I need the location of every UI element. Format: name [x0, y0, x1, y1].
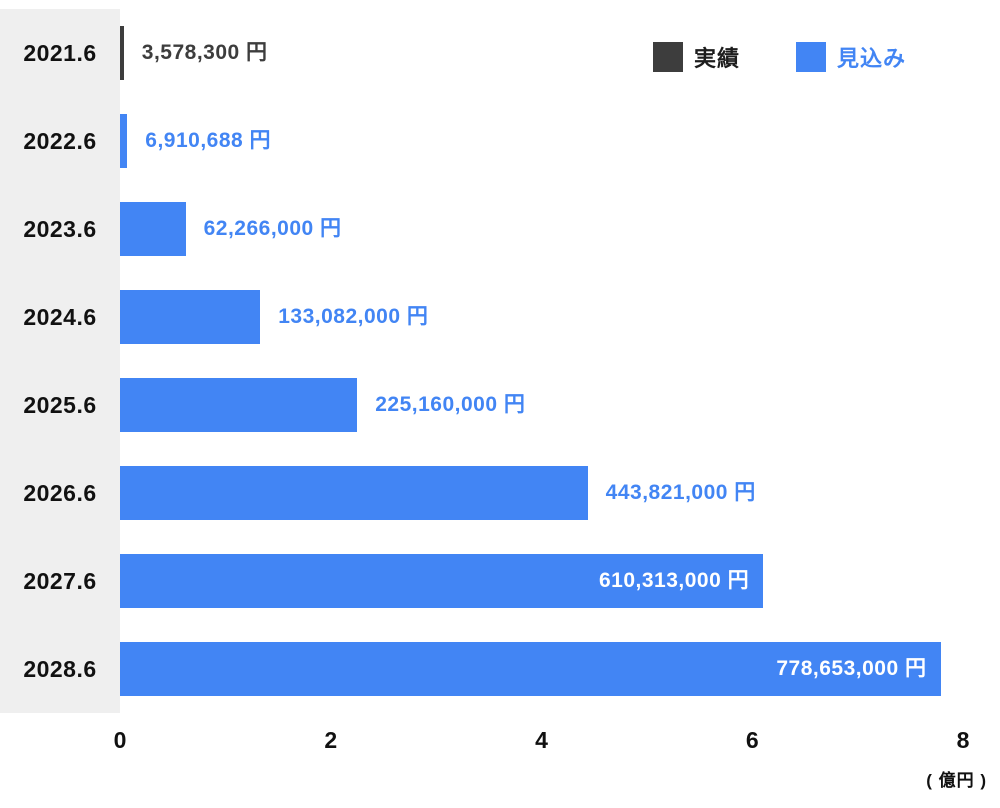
category-label: 2023.6 [23, 216, 97, 242]
category-label: 2028.6 [23, 656, 97, 682]
value-label: 6,910,688 円 [145, 129, 272, 152]
x-tick-label: 4 [535, 727, 548, 753]
x-tick-label: 2 [324, 727, 338, 753]
category-label: 2021.6 [23, 40, 97, 66]
legend-item-forecast: 見込み [796, 41, 906, 73]
legend-swatch-actual-icon [653, 42, 683, 72]
bar-row: 2028.6 778,653,000 円 [0, 625, 1000, 713]
x-tick-label: 8 [956, 727, 970, 753]
bar-row: 2022.6 6,910,688 円 [0, 97, 1000, 185]
legend-label-actual: 実績 [694, 46, 741, 71]
bar-row: 2021.6 3,578,300 円 [0, 9, 1000, 97]
legend-item-actual: 実績 [653, 41, 740, 73]
bar-actual [120, 26, 124, 80]
category-label: 2024.6 [23, 304, 97, 330]
legend: 実績 見込み [653, 42, 906, 72]
bar-row: 2023.6 62,266,000 円 [0, 185, 1000, 273]
bar-forecast [120, 290, 261, 344]
category-label: 2026.6 [23, 480, 97, 506]
category-label: 2025.6 [23, 392, 97, 418]
bar-forecast [120, 554, 764, 608]
x-axis: 0 2 4 6 8 [0, 727, 1000, 757]
bar-forecast [120, 202, 186, 256]
legend-label-forecast: 見込み [837, 46, 907, 71]
bar-row: 2027.6 610,313,000 円 [0, 537, 1000, 625]
value-label: 3,578,300 円 [141, 41, 268, 64]
category-label: 2027.6 [23, 568, 97, 594]
value-label: 443,821,000 円 [605, 481, 756, 504]
value-label: 610,313,000 円 [598, 569, 750, 592]
value-label: 778,653,000 円 [776, 657, 927, 680]
plot-rows: 2021.6 3,578,300 円 2022.6 6,910,688 円 2023.6… [0, 9, 1000, 713]
bar-forecast [120, 466, 588, 520]
bar-row: 2025.6 225,160,000 円 [0, 361, 1000, 449]
x-tick-label: 0 [113, 727, 127, 753]
value-label: 133,082,000 円 [278, 305, 429, 328]
value-label: 225,160,000 円 [375, 393, 526, 416]
bar-forecast [120, 378, 358, 432]
bar-forecast [120, 114, 128, 168]
bar-forecast [120, 642, 941, 696]
value-label: 62,266,000 円 [203, 217, 342, 240]
legend-swatch-forecast-icon [796, 42, 827, 72]
category-gutter-background [0, 9, 120, 713]
x-axis-unit-label: ( 億円 ) [926, 771, 987, 790]
category-label: 2022.6 [23, 128, 97, 154]
bar-row: 2024.6 133,082,000 円 [0, 273, 1000, 361]
x-tick-label: 6 [745, 727, 759, 753]
bar-row: 2026.6 443,821,000 円 [0, 449, 1000, 537]
